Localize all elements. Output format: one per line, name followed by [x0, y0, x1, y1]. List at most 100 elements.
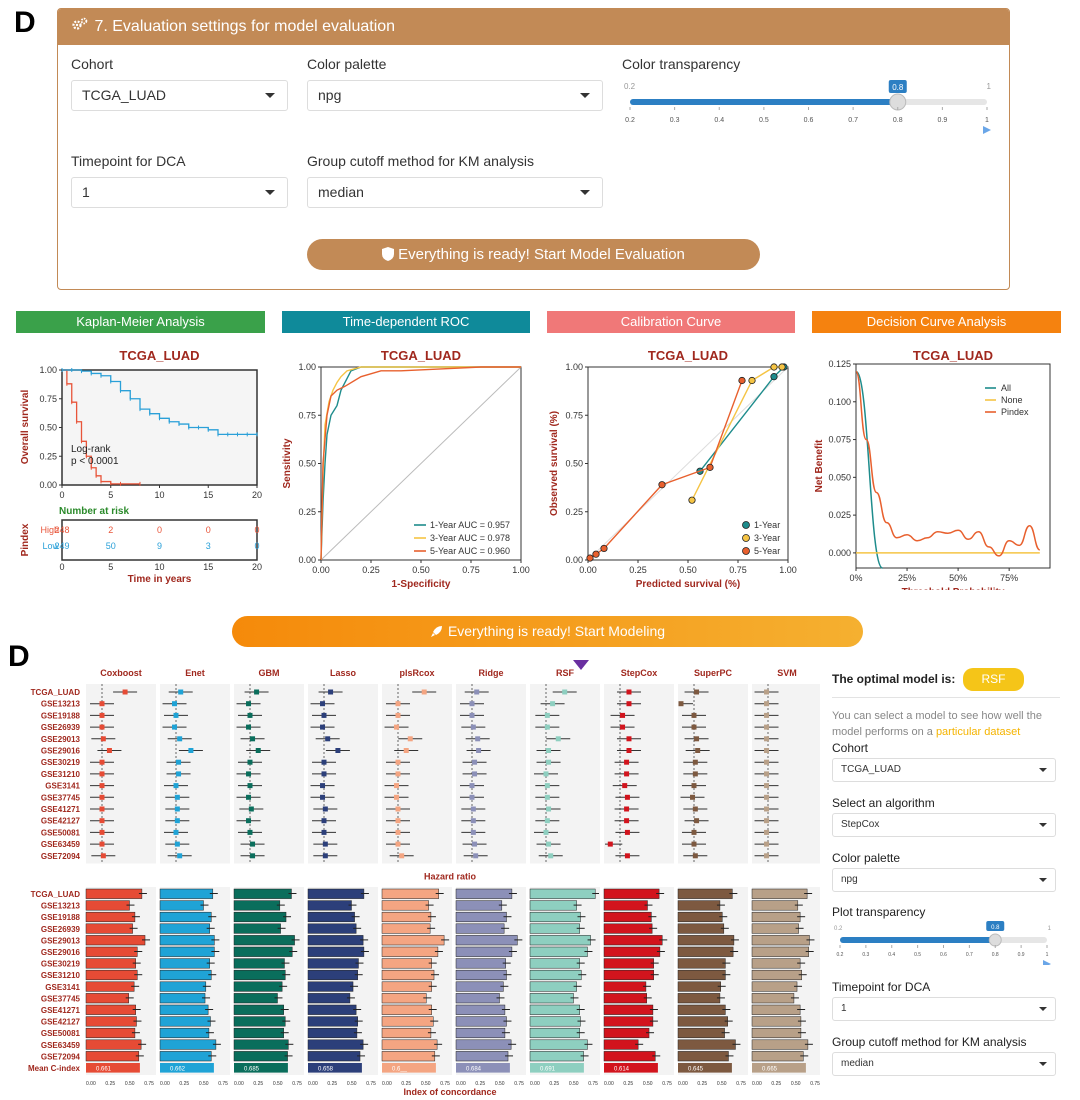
- dataset-label: GSE13213: [41, 902, 81, 911]
- cindex-bar: [529, 1004, 580, 1015]
- hazard-ratio-point: [692, 806, 698, 812]
- cindex-bar: [159, 969, 212, 981]
- cindex-bar: [677, 993, 721, 1004]
- mean-cindex-value: 0.658: [318, 1067, 334, 1073]
- palette-select[interactable]: npg: [307, 80, 603, 111]
- x-tick-label: 1.00: [512, 565, 530, 575]
- mean-cindex-bar: [308, 1063, 362, 1073]
- dataset-label: GSE31210: [41, 971, 81, 980]
- hazard-ratio-point: [99, 794, 105, 800]
- cindex-bar: [307, 911, 355, 923]
- cindex-bar: [159, 888, 214, 899]
- calibration-point: [778, 363, 786, 371]
- model-header: StepCox: [621, 668, 658, 678]
- hazard-ratio-point: [691, 783, 697, 789]
- cutoff-select[interactable]: median: [307, 177, 603, 208]
- sidebar-cutoff-label: Group cutoff method for KM analysis: [832, 1035, 1027, 1049]
- cindex-tick-label: 0.75: [588, 1081, 598, 1087]
- x-tick-label: 0: [59, 490, 64, 500]
- rocket-icon: [430, 618, 443, 649]
- hazard-ratio-point: [544, 794, 550, 800]
- cindex-tick-label: 0.50: [717, 1081, 727, 1087]
- sidebar-cutoff-select[interactable]: median: [832, 1052, 1056, 1076]
- cindex-tick-label: 0.50: [199, 1081, 209, 1087]
- shield-icon: [382, 241, 395, 272]
- hazard-ratio-point: [692, 771, 698, 777]
- cindex-bar: [85, 969, 138, 981]
- cindex-bar: [381, 888, 439, 899]
- algorithm-select[interactable]: StepCox: [832, 813, 1056, 837]
- dataset-label: GSE72094: [41, 852, 81, 861]
- cindex-bar: [751, 1027, 802, 1039]
- hazard-ratio-point: [764, 771, 770, 777]
- particular-dataset-link[interactable]: particular dataset: [935, 726, 1021, 738]
- slider-tick-label: 0.6: [804, 117, 814, 124]
- cindex-bar: [529, 923, 580, 934]
- x-axis-label: Predicted survival (%): [636, 579, 740, 590]
- hazard-ratio-point: [335, 748, 341, 753]
- hazard-ratio-point: [395, 701, 401, 707]
- hazard-ratio-point: [624, 794, 630, 800]
- cindex-bar: [233, 888, 292, 899]
- cindex-bar: [529, 935, 591, 946]
- y-tick-label: 0.25: [298, 507, 316, 517]
- hazard-ratio-point: [624, 759, 630, 765]
- legend-label: 5-Year: [754, 546, 780, 556]
- cindex-bar: [677, 958, 726, 969]
- mean-cindex-bar: [604, 1063, 658, 1073]
- hazard-ratio-point: [678, 701, 684, 707]
- cindex-bar: [751, 993, 795, 1004]
- calibration-point: [592, 550, 600, 558]
- legend-swatch: [742, 534, 750, 542]
- hazard-ratio-point: [174, 794, 180, 800]
- cindex-bar: [455, 888, 513, 899]
- slider-tick-label: 0.5: [759, 117, 769, 124]
- sidebar-palette-select[interactable]: npg: [832, 868, 1056, 892]
- cindex-tick-label: 0.00: [308, 1081, 318, 1087]
- cindex-bar: [529, 1016, 581, 1027]
- cindex-bar: [677, 1027, 725, 1039]
- sidebar-cohort-select[interactable]: TCGA_LUAD: [832, 758, 1056, 782]
- hazard-ratio-point: [694, 818, 700, 824]
- cutoff-select-value: median: [318, 184, 364, 200]
- cindex-tick-label: 0.50: [125, 1081, 135, 1087]
- risk-group-label: Pindex: [20, 523, 31, 556]
- hazard-ratio-point: [328, 689, 334, 695]
- start-evaluation-button[interactable]: Everything is ready! Start Model Evaluat…: [307, 239, 760, 270]
- dataset-label: GSE13213: [41, 700, 81, 709]
- start-modeling-button[interactable]: Everything is ready! Start Modeling: [232, 616, 863, 647]
- cindex-bar: [751, 981, 798, 992]
- sidebar-timepoint-select[interactable]: 1: [832, 997, 1056, 1021]
- slider-tick-label: 0.3: [862, 952, 869, 958]
- slider-tick-label: 0.6: [940, 952, 947, 958]
- calibration-point: [748, 376, 756, 385]
- hazard-ratio-point: [421, 689, 427, 695]
- hazard-ratio-point: [174, 818, 180, 824]
- cindex-tick-label: 0.50: [421, 1081, 431, 1087]
- cindex-tick-label: 0.25: [771, 1081, 781, 1087]
- decision-curve: [855, 370, 884, 569]
- model-header: Ridge: [478, 668, 503, 678]
- cindex-tick-label: 0.25: [179, 1081, 189, 1087]
- hazard-ratio-point: [626, 748, 632, 753]
- cindex-tick-label: 0.25: [401, 1081, 411, 1087]
- cindex-bar: [529, 946, 588, 957]
- cindex-tick-label: 0.50: [273, 1081, 283, 1087]
- plot-frame: [855, 363, 1051, 569]
- sidebar-hint: You can select a model to see how well t…: [832, 708, 1054, 740]
- calibration-point: [688, 496, 696, 504]
- timepoint-select[interactable]: 1: [71, 177, 288, 208]
- hazard-ratio-point: [250, 841, 256, 847]
- cindex-bar: [159, 993, 206, 1004]
- transparency-slider[interactable]: 0.2 1 0.8 0.2 0.3 0.4 0.5 0.6 0.7 0.8 0.9 1: [622, 80, 997, 135]
- cohort-select[interactable]: TCGA_LUAD: [71, 80, 288, 111]
- cindex-bar: [233, 993, 278, 1004]
- hazard-ratio-point: [246, 724, 252, 730]
- y-tick-label: 0.50: [39, 423, 57, 433]
- hazard-ratio-point: [106, 748, 112, 753]
- cindex-tick-label: 0.75: [218, 1081, 228, 1087]
- plot-transparency-slider[interactable]: 0.2 1 0.8 0.2 0.3 0.4 0.5 0.6 0.7 0.8 0.9 1: [832, 920, 1057, 968]
- hazard-ratio-point: [99, 818, 105, 824]
- cindex-bar: [603, 1004, 654, 1015]
- chevron-down-icon: [265, 93, 275, 98]
